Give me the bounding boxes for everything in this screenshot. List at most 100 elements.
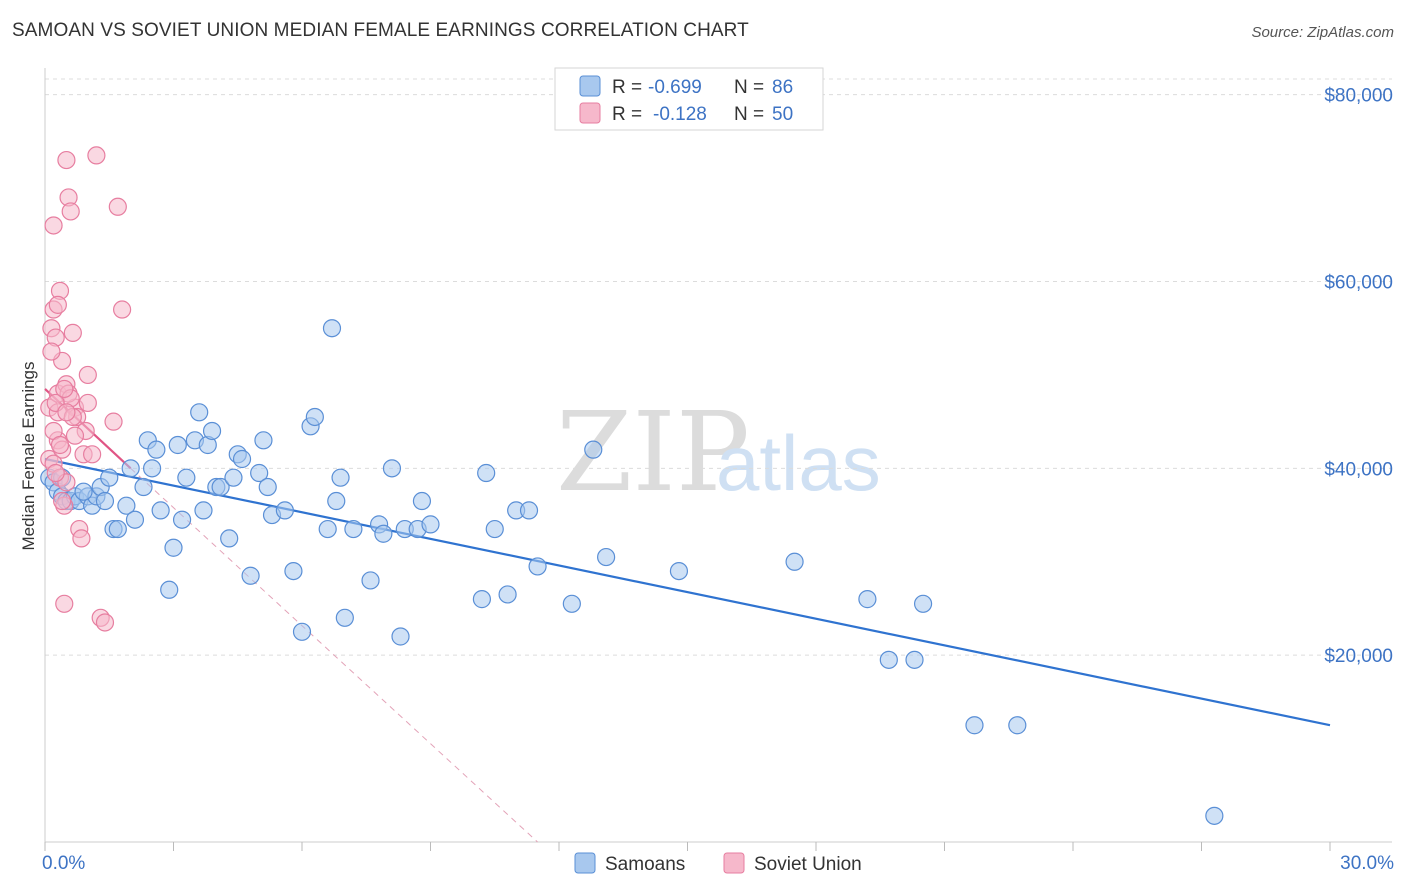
samoans-point-74 [669,561,689,581]
x-tick-label-0: 0.0% [42,853,85,874]
samoans-point-62 [412,491,432,511]
y-tick-label-60000: $60,000 [1324,273,1393,294]
soviet-union-point-45 [48,295,67,314]
samoans-point-79 [913,594,933,613]
legend-r-label-1: R = [612,77,642,98]
soviet-union-point-31 [112,300,132,319]
soviet-union-point-30 [108,197,127,216]
samoans-point-44 [275,501,294,520]
samoans-point-58 [382,459,402,478]
legend-n-value-1: 86 [772,77,793,98]
soviet-union-point-3 [44,216,63,235]
samoans-point-75 [785,552,804,571]
soviet-union-points [40,146,132,632]
samoans-point-57 [374,524,393,543]
soviet-union-point-42 [42,342,61,361]
samoans-point-64 [472,590,491,609]
samoans-point-39 [241,566,260,585]
samoans-point-71 [562,594,581,613]
soviet-union-point-25 [83,445,102,464]
samoans-point-20 [142,459,162,478]
soviet-union-point-23 [78,393,97,413]
samoans-point-27 [177,468,196,487]
samoans-point-55 [361,571,380,590]
samoans-point-41 [254,431,273,450]
soviet-union-point-24 [78,365,97,385]
legend-r-label-2: R = [612,104,642,125]
legend-n-value-2: 50 [772,104,793,125]
legend-bottom-soviet: Soviet Union [754,854,862,875]
samoans-point-78 [905,650,924,669]
soviet-union-point-46 [55,379,74,399]
legend-bottom: Samoans Soviet Union [574,852,862,875]
samoans-point-12 [100,468,119,487]
x-tick-label-30: 30.0% [1340,853,1394,874]
soviet-union-point-47 [50,435,70,455]
samoans-point-77 [879,650,898,669]
samoans-point-70 [528,557,547,576]
legend-r-value-2: -0.128 [653,104,707,125]
samoans-points [40,319,1224,825]
y-tick-label-20000: $20,000 [1324,646,1393,667]
samoans-point-50 [322,319,342,338]
samoans-point-53 [335,608,354,627]
soviet-union-point-48 [57,403,76,422]
samoans-point-63 [421,515,440,534]
legend-swatch-soviet [579,102,601,124]
samoans-point-21 [147,440,166,459]
samoans-point-15 [117,496,136,515]
samoans-point-34 [211,477,230,497]
soviet-union-point-41 [65,426,85,445]
samoans-point-59 [391,627,410,646]
samoans-point-65 [477,463,496,483]
samoans-point-26 [172,510,192,529]
legend-r-value-1: -0.699 [648,77,702,98]
chart-source: Source: ZipAtlas.com [1251,24,1394,41]
samoans-point-32 [202,421,222,441]
legend-bottom-swatch-samoans [574,852,596,874]
samoans-point-36 [224,468,243,487]
soviet-union-point-36 [55,594,74,613]
samoans-point-81 [1008,716,1027,735]
tick-labels: $20,000 $40,000 $60,000 $80,000 0.0% 30.0% [42,86,1394,874]
samoans-trendline [44,457,1331,727]
soviet-union-point-29 [104,412,123,431]
soviet-union-point-20 [72,529,91,548]
samoans-point-23 [160,580,179,599]
soviet-union-point-28 [95,613,115,632]
samoans-point-51 [327,491,346,511]
samoans-point-25 [168,435,187,455]
legend-top: R = -0.699 N = 86 R = -0.128 N = 50 [554,67,824,131]
samoans-point-49 [318,519,337,539]
samoans-point-16 [121,459,140,478]
samoans-point-22 [151,501,170,520]
samoans-point-54 [344,519,363,539]
samoans-point-18 [134,477,153,497]
legend-bottom-samoans: Samoans [605,854,685,875]
samoans-point-42 [258,477,277,497]
samoans-point-45 [284,561,303,581]
samoans-point-66 [485,519,504,539]
samoans-point-46 [292,622,312,641]
samoans-point-82 [1205,806,1224,825]
samoans-point-48 [305,407,324,427]
samoans-point-67 [498,585,517,604]
chart-title: SAMOAN VS SOVIET UNION MEDIAN FEMALE EAR… [12,20,749,41]
samoans-point-35 [220,529,239,548]
samoans-point-69 [519,501,539,520]
soviet-union-point-35 [53,491,72,511]
samoans-point-30 [194,501,213,520]
legend-n-label-1: N = [734,77,764,98]
samoans-point-72 [584,440,603,459]
samoans-point-85 [95,491,115,511]
samoans-point-52 [331,468,350,487]
y-tick-label-40000: $40,000 [1324,459,1393,480]
legend-swatch-samoans [579,75,601,97]
soviet-union-trendline-extended [130,467,538,843]
soviet-union-point-12 [57,150,76,170]
soviet-union-point-15 [61,202,80,221]
samoans-point-84 [74,482,93,501]
y-axis-title: Median Female Earnings [19,362,38,551]
soviet-union-point-16 [63,323,82,342]
soviet-union-point-26 [87,146,106,165]
